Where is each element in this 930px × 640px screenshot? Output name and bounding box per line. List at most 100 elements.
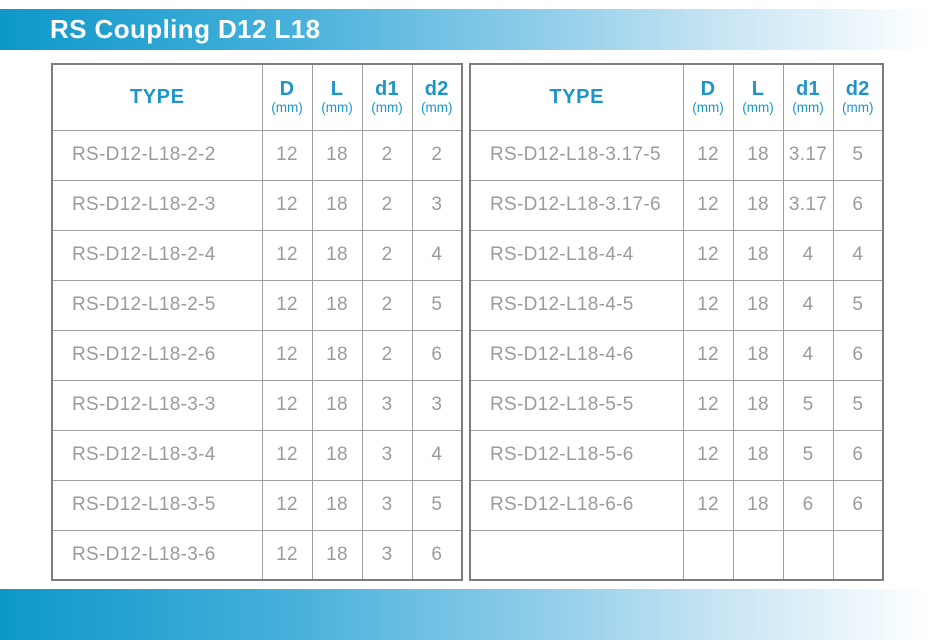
spec-table-left-body: RS-D12-L18-2-2 12 18 2 2 RS-D12-L18-2-3 12 18 2 3… — [51, 129, 463, 581]
table-row: RS-D12-L18-3.17-5 12 18 3.17 5 — [469, 129, 884, 181]
value-cell: 4 — [832, 229, 884, 281]
col-header-d1: d1 (mm) — [782, 63, 834, 131]
value-cell: 18 — [732, 279, 784, 331]
value-cell: 18 — [311, 479, 363, 531]
value-cell: 6 — [411, 329, 463, 381]
value-cell: 18 — [732, 429, 784, 481]
value-cell: 18 — [311, 229, 363, 281]
value-cell: 18 — [732, 479, 784, 531]
value-cell: 18 — [311, 279, 363, 331]
value-cell — [782, 529, 834, 581]
type-cell — [469, 529, 684, 581]
col-header-d1-label: d1 — [375, 78, 399, 101]
table-row: RS-D12-L18-4-5 12 18 4 5 — [469, 279, 884, 331]
table-row: RS-D12-L18-2-2 12 18 2 2 — [51, 129, 463, 181]
col-header-l-unit: (mm) — [321, 100, 353, 116]
value-cell: 6 — [832, 429, 884, 481]
value-cell: 4 — [411, 429, 463, 481]
type-cell: RS-D12-L18-3-4 — [51, 429, 263, 481]
table-row: RS-D12-L18-3-3 12 18 3 3 — [51, 379, 463, 431]
value-cell: 6 — [832, 479, 884, 531]
bottom-accent-bar — [0, 589, 930, 640]
type-cell: RS-D12-L18-3-6 — [51, 529, 263, 581]
value-cell: 5 — [411, 479, 463, 531]
value-cell: 12 — [261, 229, 313, 281]
col-header-d: D (mm) — [261, 63, 313, 131]
type-cell: RS-D12-L18-3-5 — [51, 479, 263, 531]
value-cell: 5 — [782, 379, 834, 431]
table-row: RS-D12-L18-3-6 12 18 3 6 — [51, 529, 463, 581]
value-cell: 18 — [732, 179, 784, 231]
value-cell: 6 — [782, 479, 834, 531]
value-cell: 6 — [832, 329, 884, 381]
value-cell — [832, 529, 884, 581]
col-header-l: L (mm) — [732, 63, 784, 131]
value-cell: 4 — [411, 229, 463, 281]
spec-table-left: TYPE D (mm) L (mm) d1 (mm) d — [51, 63, 463, 581]
header-row: TYPE D (mm) L (mm) d1 (mm) d — [469, 63, 884, 131]
value-cell: 18 — [311, 129, 363, 181]
type-cell: RS-D12-L18-3-3 — [51, 379, 263, 431]
col-header-d2-unit: (mm) — [421, 100, 453, 116]
value-cell: 2 — [361, 279, 413, 331]
col-header-d: D (mm) — [682, 63, 734, 131]
col-header-d-unit: (mm) — [692, 100, 724, 116]
page-title: RS Coupling D12 L18 — [50, 14, 321, 44]
table-row: RS-D12-L18-2-3 12 18 2 3 — [51, 179, 463, 231]
value-cell: 12 — [261, 479, 313, 531]
type-cell: RS-D12-L18-2-3 — [51, 179, 263, 231]
col-header-d-label: D — [700, 78, 716, 101]
value-cell: 5 — [832, 379, 884, 431]
value-cell: 3 — [411, 379, 463, 431]
type-cell: RS-D12-L18-4-5 — [469, 279, 684, 331]
value-cell: 5 — [832, 129, 884, 181]
value-cell: 2 — [361, 179, 413, 231]
value-cell: 3 — [361, 529, 413, 581]
value-cell: 12 — [261, 529, 313, 581]
spec-table-right: TYPE D (mm) L (mm) d1 (mm) d — [469, 63, 884, 581]
value-cell: 4 — [782, 279, 834, 331]
col-header-d2-label: d2 — [424, 78, 449, 101]
value-cell — [682, 529, 734, 581]
value-cell: 18 — [732, 379, 784, 431]
col-header-type-label: TYPE — [129, 86, 185, 109]
table-row: RS-D12-L18-5-6 12 18 5 6 — [469, 429, 884, 481]
value-cell: 3 — [361, 379, 413, 431]
header-row: TYPE D (mm) L (mm) d1 (mm) d — [51, 63, 463, 131]
value-cell: 18 — [311, 529, 363, 581]
table-row: RS-D12-L18-2-5 12 18 2 5 — [51, 279, 463, 331]
value-cell: 18 — [311, 379, 363, 431]
value-cell: 3.17 — [782, 179, 834, 231]
value-cell: 6 — [411, 529, 463, 581]
value-cell: 3 — [411, 179, 463, 231]
value-cell: 3 — [361, 479, 413, 531]
value-cell: 12 — [682, 179, 734, 231]
col-header-l-label: L — [751, 78, 765, 101]
table-row: RS-D12-L18-5-5 12 18 5 5 — [469, 379, 884, 431]
col-header-type: TYPE — [51, 63, 263, 131]
value-cell: 12 — [682, 429, 734, 481]
value-cell: 2 — [361, 229, 413, 281]
value-cell — [732, 529, 784, 581]
type-cell: RS-D12-L18-2-5 — [51, 279, 263, 331]
value-cell: 12 — [261, 279, 313, 331]
type-cell: RS-D12-L18-2-4 — [51, 229, 263, 281]
value-cell: 12 — [682, 479, 734, 531]
value-cell: 5 — [832, 279, 884, 331]
type-cell: RS-D12-L18-6-6 — [469, 479, 684, 531]
table-row: RS-D12-L18-3-4 12 18 3 4 — [51, 429, 463, 481]
value-cell: 12 — [261, 179, 313, 231]
value-cell: 18 — [311, 329, 363, 381]
col-header-d2-unit: (mm) — [842, 100, 874, 116]
value-cell: 5 — [411, 279, 463, 331]
value-cell: 2 — [411, 129, 463, 181]
table-row: RS-D12-L18-6-6 12 18 6 6 — [469, 479, 884, 531]
col-header-l: L (mm) — [311, 63, 363, 131]
type-cell: RS-D12-L18-3.17-5 — [469, 129, 684, 181]
type-cell: RS-D12-L18-3.17-6 — [469, 179, 684, 231]
value-cell: 18 — [732, 129, 784, 181]
col-header-d1-unit: (mm) — [792, 100, 824, 116]
col-header-d2-label: d2 — [845, 78, 870, 101]
type-cell: RS-D12-L18-2-6 — [51, 329, 263, 381]
